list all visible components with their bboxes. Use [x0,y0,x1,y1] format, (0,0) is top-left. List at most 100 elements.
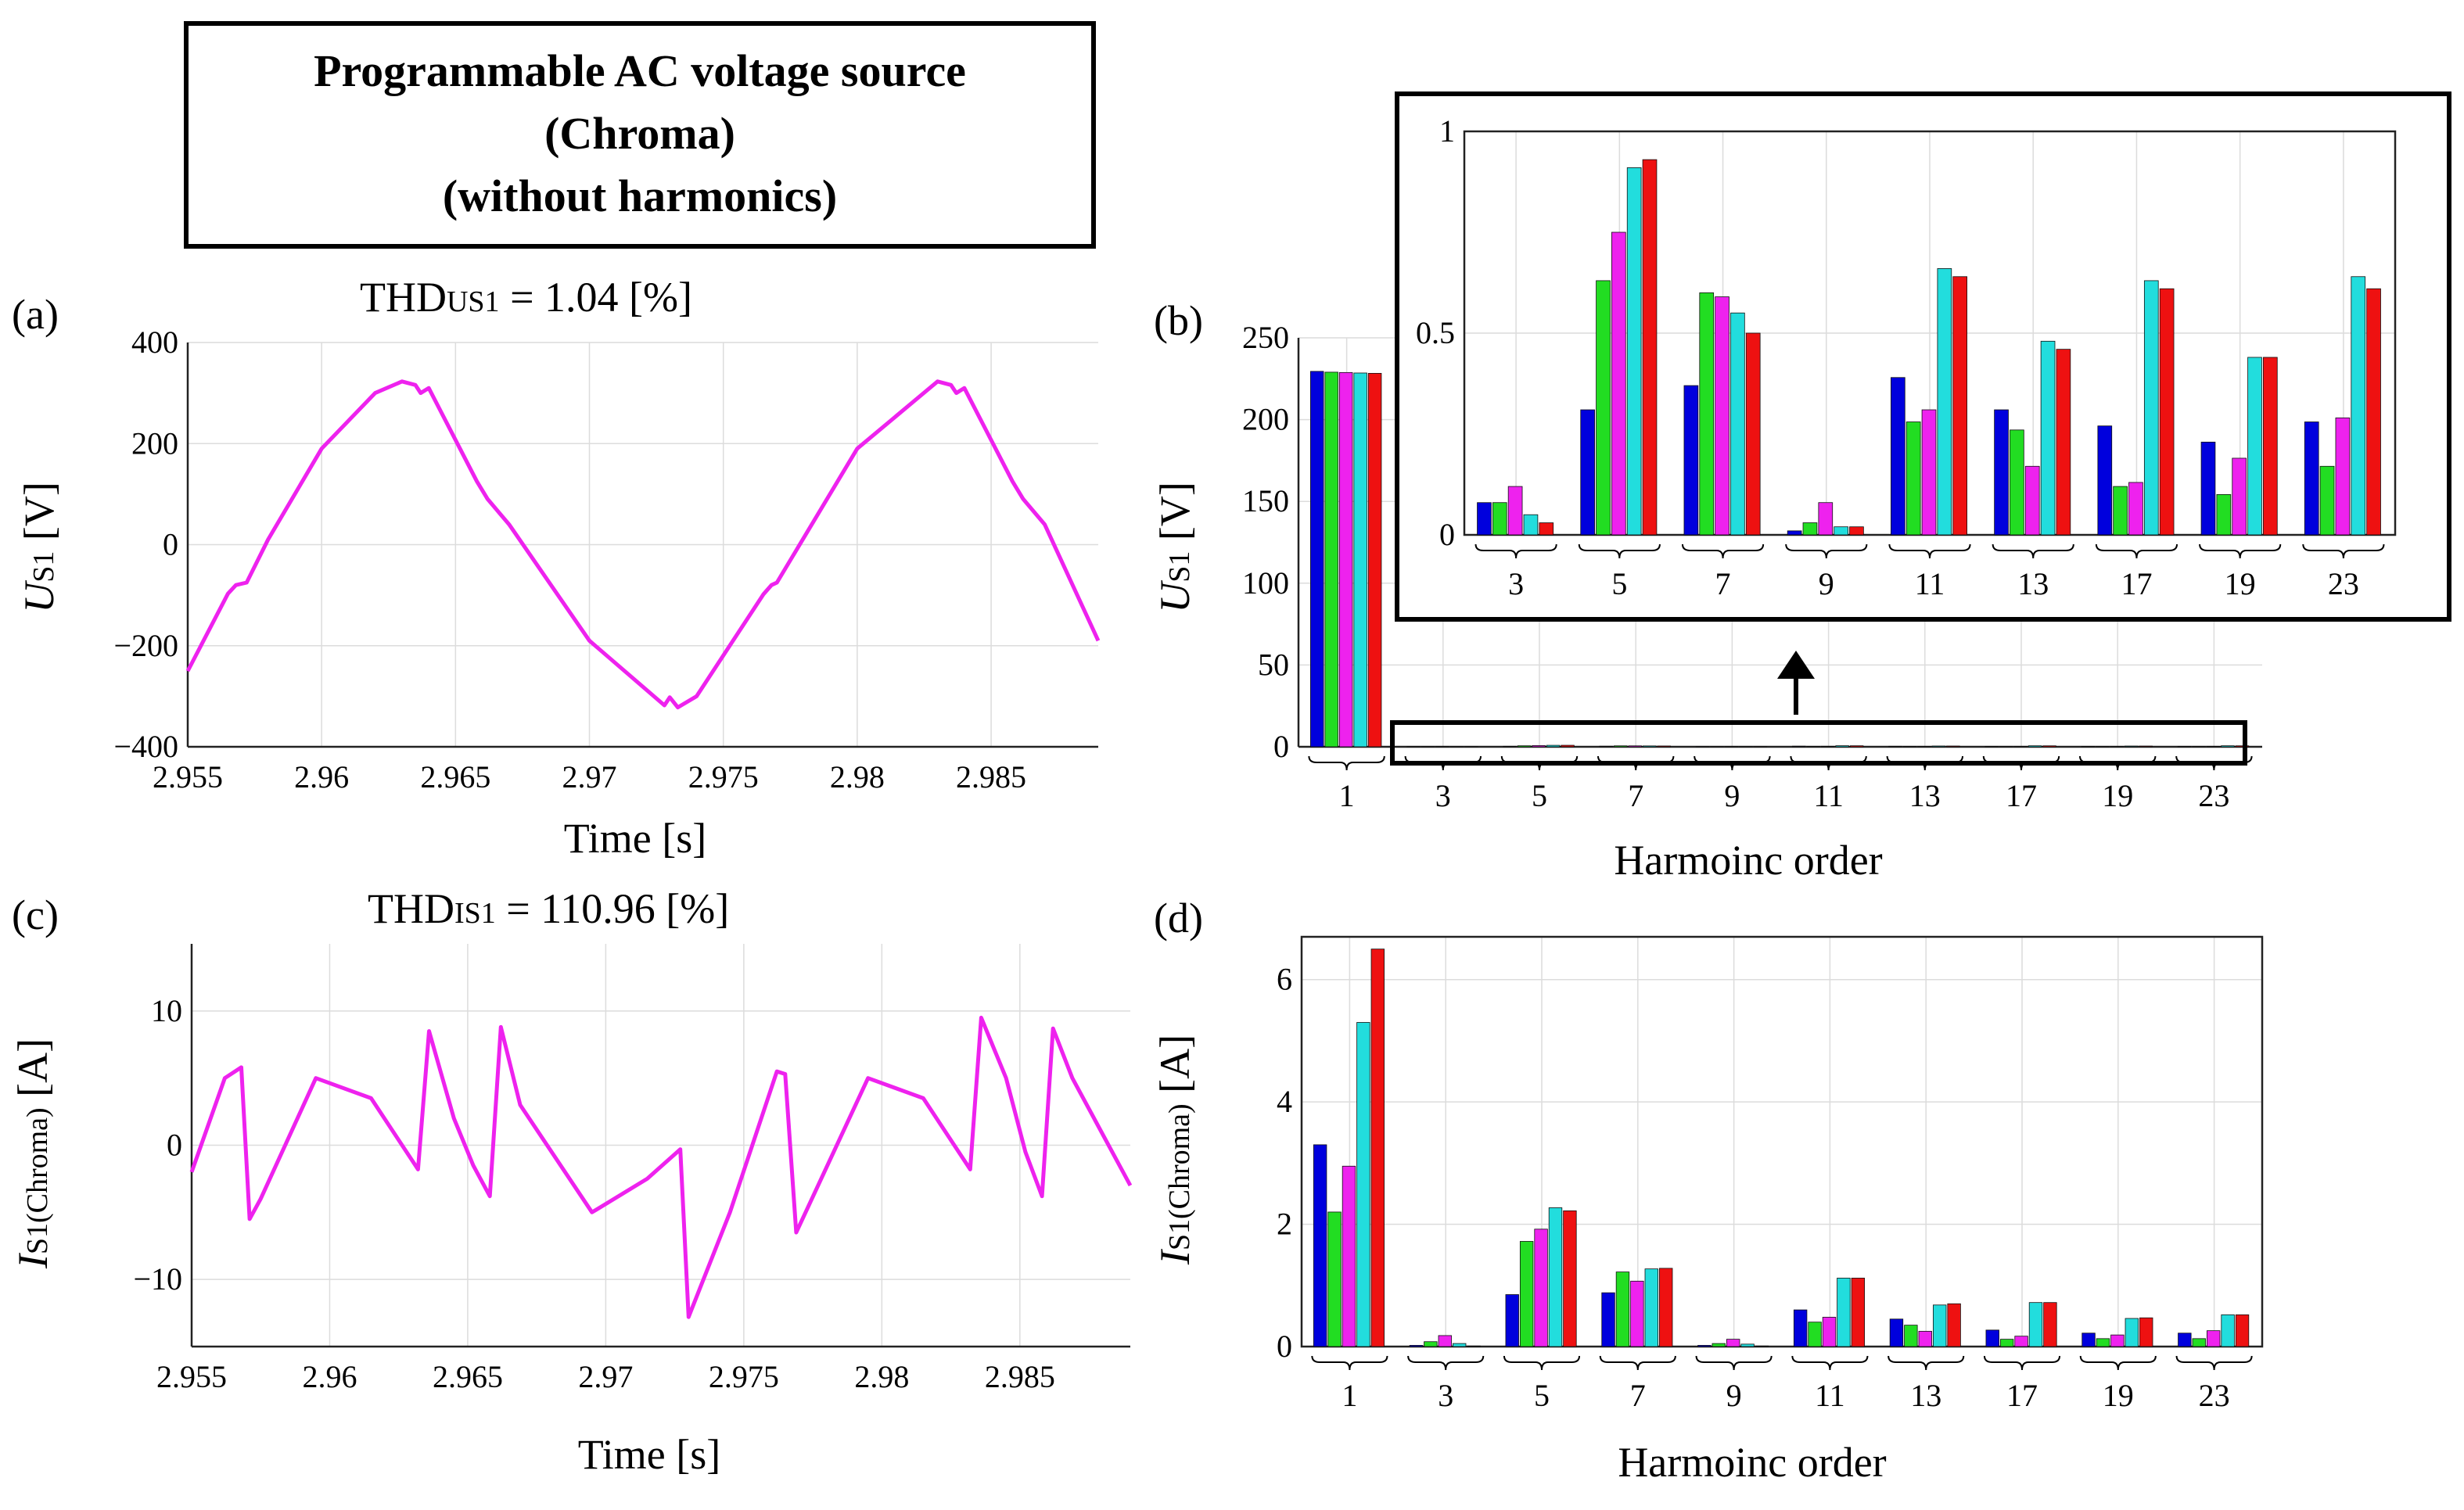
y-tick-label: 250 [1242,320,1289,355]
x-tick-label: 2.965 [433,1359,503,1394]
panel-a-label: (a) [12,291,59,338]
bar-5-s2 [1517,745,1532,748]
bar-13-s1 [1889,1318,1904,1347]
bar-17-s4 [2028,745,2042,748]
x-tick-label: 23 [2328,566,2359,601]
bar-13-s3 [1918,1331,1932,1347]
panel-c-label: (c) [12,891,59,938]
panel-c-ylabel-main: I [9,1252,56,1269]
x-tick-label: 23 [2199,1378,2230,1413]
x-tick-label: 2.98 [830,759,885,794]
group-brace [1681,543,1765,559]
bar-17-s1 [2097,425,2113,536]
bar-17-s1 [1985,1329,1999,1347]
bar-11-s2 [1808,1322,1822,1347]
waveform-line [185,379,1101,710]
bar-7-s1 [1599,745,1614,748]
group-brace [1474,543,1557,559]
x-tick-label: 23 [2198,778,2229,813]
panel-a-ylabel-main: U [16,580,63,613]
bar-13-s5 [1946,745,1960,748]
bar-7-s5 [1745,332,1761,536]
y-tick-label: 100 [1242,565,1289,601]
header-line-3: (without harmonics) [443,170,837,221]
x-tick-label: 2.985 [956,759,1026,794]
y-tick-label: 0 [1273,729,1289,764]
x-tick-label: 2.955 [153,759,223,794]
bar-1-s3 [1342,1165,1356,1347]
inset-plot: 00.513 5 7 9 11 13 17 19 23 [1416,113,2397,601]
bar-13-s2 [1902,746,1917,748]
bar-23-s3 [2206,745,2221,748]
bar-9-s5 [1849,526,1864,536]
group-brace [1983,1355,2061,1371]
bar-11-s1 [1791,745,1806,748]
y-tick-label: 0 [1277,1329,1292,1364]
group-brace [2095,543,2178,559]
panel-b-ylabel: US1 [V] [1151,482,1198,613]
bar-11-s2 [1806,746,1820,748]
panel-a-thd-prefix: THD [360,274,447,321]
waveform-line [189,1015,1133,1319]
panel-d-xlabel: Harmoinc order [1618,1439,1886,1486]
bar-17-s3 [2128,482,2143,536]
bar-23-s4 [2221,1314,2235,1347]
x-tick-label: 9 [1724,778,1740,813]
bar-7-s4 [1643,745,1657,748]
bar-23-s5 [2366,288,2381,536]
bar-17-s2 [1999,1339,2014,1347]
x-tick-label: 2.96 [302,1359,357,1394]
x-tick-label: 17 [2006,1378,2038,1413]
group-brace [1992,543,2074,559]
x-tick-label: 17 [2006,778,2037,813]
bar-19-s4 [2125,745,2139,748]
bar-13-s2 [1904,1325,1918,1347]
bar-13-s5 [2056,349,2071,536]
bar-1-s5 [1370,949,1385,1347]
panel-a-thd-sub: US1 [447,285,500,318]
bar-7-s5 [1659,1268,1673,1347]
bar-19-s3 [2110,1334,2125,1347]
y-tick-label: 0 [163,527,178,562]
group-brace [1599,1355,1676,1371]
group-brace [1407,1355,1485,1371]
group-brace [1695,1355,1773,1371]
group-brace [1578,543,1661,559]
x-tick-label: 2.985 [985,1359,1055,1394]
panel-b-ylabel-unit: [V] [1151,482,1198,551]
bar-7-s2 [1614,745,1628,748]
bar-7-s4 [1644,1268,1658,1347]
header-box: Programmable AC voltage source (Chroma) … [184,21,1096,249]
x-tick-label: 9 [1726,1378,1742,1413]
panel-a-xlabel: Time [s] [564,815,707,862]
bar-1-s1 [1310,371,1324,748]
panel-b-label: (b) [1154,297,1203,344]
panel-c-xlabel: Time [s] [578,1431,721,1478]
header-box-frame [184,21,1096,249]
y-tick-label: 6 [1277,962,1292,997]
bar-3-s3 [1438,1335,1452,1347]
x-tick-label: 3 [1438,1378,1453,1413]
bar-13-s5 [1947,1303,1961,1347]
bar-11-s3 [1822,1317,1837,1347]
bar-9-s3 [1726,1339,1740,1347]
x-tick-label: 11 [1813,778,1844,813]
header-line-1: Programmable AC voltage source [314,45,966,96]
x-tick-label: 13 [1910,1378,1941,1413]
bar-1-s2 [1324,371,1338,748]
bar-19-s1 [2081,1332,2096,1347]
bar-9-s4 [1834,526,1848,536]
panel-c-plot: 2.955 2.96 2.965 2.97 2.975 2.98 2.985 −10 0 10 [133,944,1133,1394]
y-tick-label: 2 [1277,1207,1292,1242]
panel-a-thd: THDUS1 = 1.04 [%] [360,274,692,321]
panel-a: (a) THDUS1 = 1.04 [%] 2.955 2.96 2.965 2.97… [12,274,1101,862]
bar-3-s5 [1539,522,1554,536]
panel-c-ylabel-unit: [A] [9,1038,56,1107]
bar-1-s2 [1327,1211,1342,1347]
bar-3-s2 [1424,1341,1438,1347]
bar-23-s3 [2206,1330,2221,1347]
group-brace [1503,1355,1581,1371]
panel-b-xlabel: Harmoinc order [1614,837,1882,884]
